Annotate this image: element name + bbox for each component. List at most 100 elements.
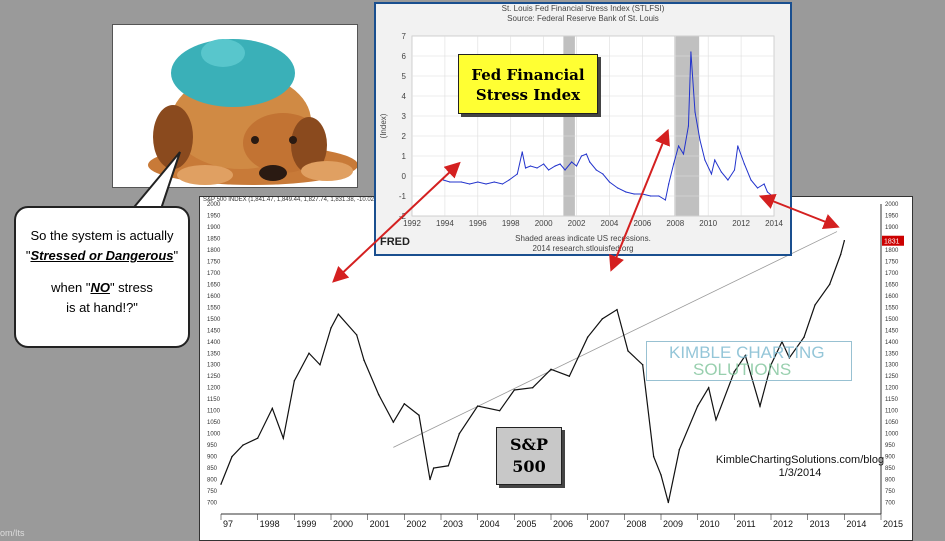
watermark-line1: KIMBLE CHARTING [669, 343, 825, 362]
sp500-y-tick-right: 1900 [885, 225, 899, 231]
fred-y-tick-label: 1 [402, 152, 407, 161]
sp500-y-tick-left: 1600 [207, 294, 221, 300]
fred-data-point [547, 169, 550, 171]
sp500-y-tick-left: 1050 [207, 420, 221, 426]
fred-x-tick-label: 1998 [502, 219, 520, 228]
fred-recession-band-0 [563, 36, 575, 216]
bubble-line2: "Stressed or Dangerous" [25, 248, 179, 263]
fred-data-point [766, 191, 769, 193]
fred-data-point [677, 145, 680, 147]
fred-data-point [585, 153, 588, 155]
sp500-trendline [393, 231, 838, 448]
sp500-x-tick-label: 2013 [810, 519, 830, 529]
sp500-data-point [616, 308, 618, 311]
sp500-y-tick-left: 1100 [207, 409, 221, 415]
sp500-data-point [627, 350, 629, 352]
sp500-data-point [271, 407, 274, 410]
bubble-line3: when "NO" stress [51, 280, 153, 295]
kimble-watermark: KIMBLE CHARTING SOLUTIONS [646, 341, 852, 381]
fred-data-point [521, 151, 523, 153]
fred-data-point [673, 163, 675, 165]
sp500-y-tick-left: 1350 [207, 351, 221, 357]
sp500-x-tick-label: 1998 [260, 519, 280, 529]
sp500-chart-header: S&P 500 INDEX (1,841.47, 1,849.44, 1,827… [203, 197, 383, 203]
sp500-y-tick-right: 1150 [885, 397, 899, 403]
sp500-data-point [715, 419, 717, 421]
fred-data-point [536, 167, 538, 169]
arrow-2000-peak [332, 161, 461, 283]
sp500-y-tick-left: 1950 [207, 213, 221, 219]
sp500-x-tick-label: 2002 [406, 519, 426, 529]
fred-data-point [468, 183, 471, 185]
sp500-y-tick-left: 1000 [207, 432, 221, 438]
fred-y-tick-label: 4 [402, 92, 407, 101]
fred-data-point [529, 165, 532, 167]
speech-bubble: So the system is actually "Stressed or D… [14, 206, 190, 348]
sp500-y-tick-left: 800 [207, 478, 218, 484]
sp500-y-tick-left: 750 [207, 489, 218, 495]
sp500-x-tick-label: 2011 [736, 519, 755, 529]
sp500-y-tick-left: 900 [207, 455, 218, 461]
sp500-data-point [843, 240, 846, 242]
sp500-y-tick-right: 1050 [885, 420, 899, 426]
sp500-x-tick-label: 2006 [553, 519, 573, 529]
fred-data-point [763, 183, 765, 185]
sp500-data-point [330, 327, 332, 329]
sp500-last-value-badge [882, 235, 904, 246]
sp500-x-tick-label: 2012 [773, 519, 793, 529]
sp500-y-tick-left: 1200 [207, 386, 221, 392]
sp500-data-point [242, 444, 244, 446]
fred-data-point [501, 183, 504, 185]
fred-data-point [564, 169, 566, 171]
bubble-emphasis-no: NO [90, 280, 110, 295]
fred-y-axis-label: (Index) [379, 113, 388, 138]
fred-data-point [589, 161, 591, 163]
fred-data-point [554, 165, 556, 167]
fred-x-tick-label: 2008 [666, 219, 684, 228]
sp500-y-tick-left: 950 [207, 443, 218, 449]
sp500-x-tick-label: 2008 [626, 519, 646, 529]
sp500-data-point [319, 364, 321, 366]
sp500-x-tick-label: 2007 [590, 519, 610, 529]
fred-data-point [694, 111, 696, 113]
fred-x-tick-label: 2000 [535, 219, 553, 228]
sp500-y-tick-left: 1750 [207, 259, 221, 265]
sp500-price-line [220, 240, 845, 503]
fred-data-point [704, 159, 706, 161]
fred-data-point [477, 181, 479, 183]
sp500-y-tick-left: 1900 [207, 225, 221, 231]
sp500-data-point [660, 474, 662, 476]
sp500-y-tick-right: 2000 [885, 202, 899, 208]
sp500-data-point [403, 403, 406, 405]
sp500-data-point [220, 483, 222, 485]
sp500-y-tick-left: 850 [207, 466, 218, 472]
sp500-y-tick-right: 1100 [885, 409, 899, 415]
sp500-y-tick-left: 1400 [207, 340, 221, 346]
sp500-data-point [231, 455, 233, 458]
fred-x-tick-label: 2010 [699, 219, 717, 228]
sp500-data-point [678, 449, 681, 451]
fred-data-point [699, 139, 701, 141]
sp500-y-tick-right: 850 [885, 466, 896, 472]
sp500-y-tick-left: 1450 [207, 328, 221, 334]
sp500-y-tick-right: 1550 [885, 305, 899, 311]
sp500-label-line2: 500 [512, 457, 546, 476]
sp500-y-tick-right: 900 [885, 455, 896, 461]
fred-x-tick-label: 2002 [568, 219, 586, 228]
fred-label-box: Fed Financial Stress Index [458, 54, 598, 114]
sp500-y-tick-left: 1700 [207, 271, 221, 277]
fred-note-line1: Shaded areas indicate US recessions. [515, 234, 651, 243]
fred-data-point [756, 187, 759, 189]
chart-credit: KimbleChartingSolutions.com/blog 1/3/201… [700, 454, 900, 480]
sp500-y-tick-right: 700 [885, 501, 896, 507]
fred-y-tick-label: 2 [402, 132, 407, 141]
sp500-y-tick-right: 1300 [885, 363, 899, 369]
fred-data-point [559, 163, 561, 165]
watermark-line2: SOLUTIONS [693, 360, 792, 379]
sp500-y-tick-left: 1650 [207, 282, 221, 288]
fred-label-line1: Fed Financial [471, 66, 585, 84]
sp500-data-point [759, 405, 761, 407]
sp500-y-tick-left: 2000 [207, 202, 221, 208]
sp500-data-point [498, 409, 501, 412]
sp500-last-value-text: 1831 [884, 239, 900, 246]
